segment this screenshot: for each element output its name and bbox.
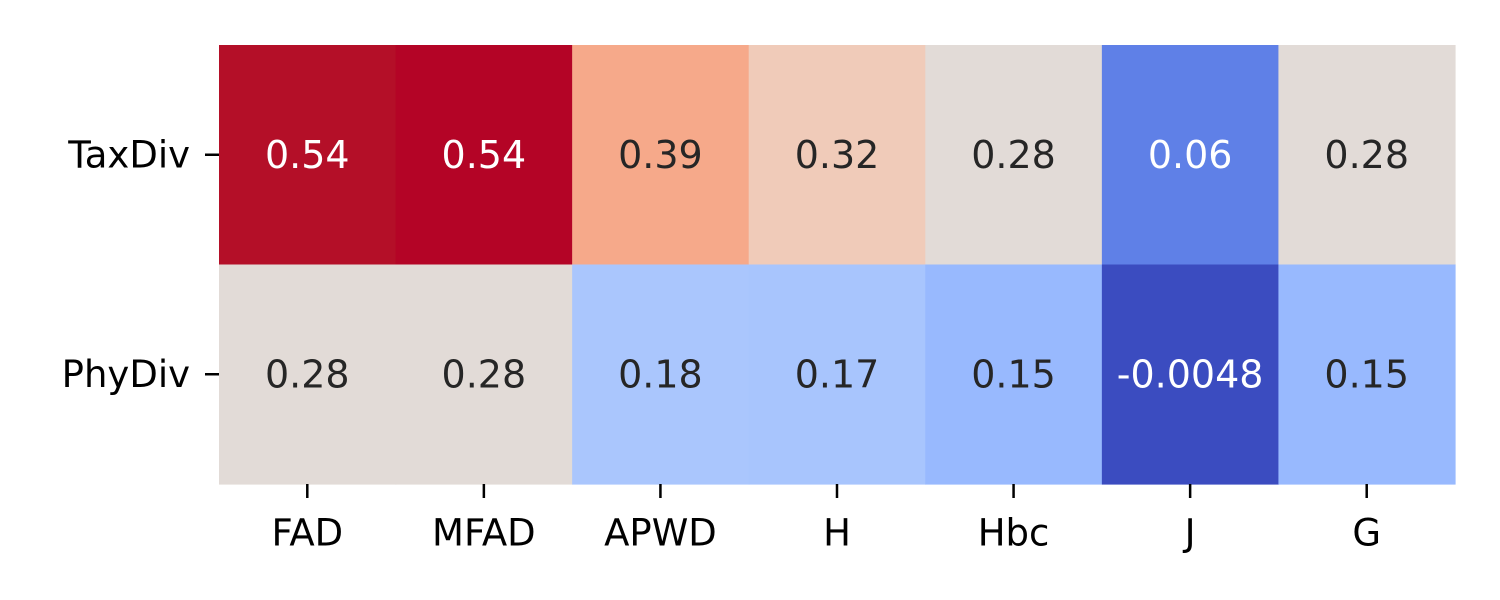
- heatmap-cell-taxdiv-hbc: [925, 45, 1103, 266]
- heatmap-cell-phydiv-j: [1101, 264, 1280, 485]
- x-tick-label: H: [823, 512, 851, 555]
- cell-value-label: 0.18: [618, 352, 703, 396]
- x-tick-label: FAD: [271, 512, 343, 555]
- heatmap-cells: [219, 45, 1456, 485]
- cell-value-label: 0.32: [795, 133, 880, 177]
- heatmap-cell-taxdiv-apwd: [572, 45, 750, 266]
- cell-value-label: 0.15: [1324, 352, 1409, 396]
- x-tick-label: MFAD: [432, 512, 536, 555]
- cell-value-label: 0.17: [795, 352, 880, 396]
- x-tick-label: Hbc: [978, 512, 1050, 555]
- y-tick-label: TaxDiv: [67, 133, 190, 176]
- heatmap-cell-phydiv-g: [1278, 264, 1456, 485]
- heatmap-cell-phydiv-fad: [219, 264, 397, 485]
- heatmap-cell-phydiv-mfad: [395, 264, 573, 485]
- heatmap-cell-phydiv-apwd: [572, 264, 750, 485]
- x-tick-label: G: [1352, 512, 1381, 555]
- cell-value-label: 0.28: [265, 352, 350, 396]
- x-tick-label: APWD: [604, 512, 717, 555]
- heatmap-cell-phydiv-hbc: [925, 264, 1103, 485]
- heatmap-cell-taxdiv-g: [1278, 45, 1456, 266]
- heatmap-cell-taxdiv-j: [1101, 45, 1280, 266]
- heatmap-cell-taxdiv-fad: [219, 45, 397, 266]
- cell-value-label: 0.54: [442, 133, 527, 177]
- x-axis: FAD MFAD APWD H Hbc J G: [271, 484, 1381, 555]
- heatmap-cell-taxdiv-mfad: [395, 45, 573, 266]
- x-tick-label: J: [1183, 512, 1196, 555]
- cell-value-label: 0.15: [971, 352, 1056, 396]
- cell-value-label: 0.28: [1324, 133, 1409, 177]
- heatmap-cell-taxdiv-h: [748, 45, 926, 266]
- cell-value-label: 0.28: [442, 352, 527, 396]
- y-axis: TaxDiv PhyDiv: [62, 133, 219, 396]
- cell-value-label: 0.28: [971, 133, 1056, 177]
- cell-value-label: 0.39: [618, 133, 703, 177]
- heatmap-cell-phydiv-h: [748, 264, 926, 485]
- cell-value-label: -0.0048: [1117, 352, 1264, 396]
- cell-value-label: 0.54: [265, 133, 350, 177]
- y-tick-label: PhyDiv: [62, 353, 190, 396]
- heatmap-cell-labels: 0.54 0.54 0.39 0.32 0.28 0.06 0.28 0.28 0.28 0.18…: [265, 133, 1409, 397]
- cell-value-label: 0.06: [1148, 133, 1233, 177]
